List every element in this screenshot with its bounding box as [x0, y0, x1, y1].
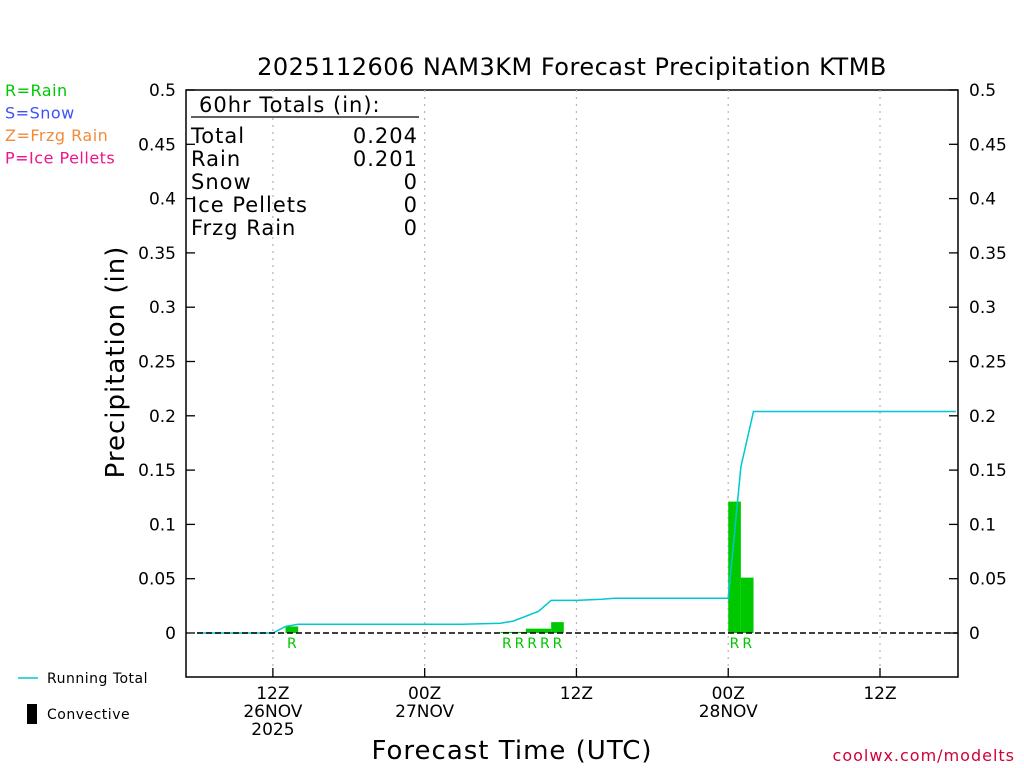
ptype-legend-item: Z=Frzg Rain — [5, 126, 108, 145]
x-tick-label: 28NOV — [699, 702, 758, 722]
y-tick-label: 0.3 — [149, 298, 176, 318]
series-legend: Running Total Convective — [18, 671, 148, 724]
ptype-label: R — [553, 636, 563, 652]
x-tick-label: 00Z — [408, 684, 441, 704]
totals-row-label: Rain — [191, 147, 241, 171]
totals-box: 60hr Totals (in): Total 0.204 Rain 0.201 Snow… — [190, 93, 419, 240]
totals-row-value: 0 — [404, 193, 418, 217]
ptype-legend-item: S=Snow — [5, 104, 75, 123]
y-tick-label: 0.05 — [138, 570, 176, 590]
x-tick-label: 00Z — [712, 684, 745, 704]
totals-row-label: Frzg Rain — [191, 216, 296, 240]
y-tick-label: 0.15 — [969, 461, 1007, 481]
y-tick-label: 0.35 — [138, 244, 176, 264]
ptype-label: R — [515, 636, 525, 652]
x-tick-label: 12Z — [256, 684, 289, 704]
credit-text: coolwx.com/modelts — [833, 746, 1015, 765]
rain-bar — [728, 501, 741, 633]
y-tick-label: 0.35 — [969, 244, 1007, 264]
grid-lines — [272, 90, 881, 677]
x-axis-label: Forecast Time (UTC) — [371, 736, 652, 766]
ptype-legend-item: R=Rain — [5, 81, 68, 100]
x-tick-label: 2025 — [251, 720, 294, 740]
y-tick-label: 0.45 — [969, 135, 1007, 155]
rain-bars — [285, 501, 754, 633]
rain-bar — [285, 626, 299, 633]
totals-header: 60hr Totals (in): — [199, 93, 381, 117]
ptype-label: R — [287, 636, 297, 652]
running-total-path — [197, 410, 956, 634]
y-tick-label: 0.15 — [138, 461, 176, 481]
totals-row-value: 0.201 — [353, 147, 418, 171]
y-tick-label: 0.3 — [969, 298, 996, 318]
x-tick-label: 27NOV — [395, 702, 454, 722]
ptype-legend-item: P=Ice Pellets — [5, 149, 115, 168]
series-legend-label: Running Total — [47, 671, 148, 687]
rain-bar — [525, 628, 539, 633]
y-tick-label: 0.45 — [138, 135, 176, 155]
y-tick-label: 0.25 — [138, 353, 176, 373]
rain-bar — [538, 628, 552, 633]
totals-row-value: 0 — [404, 170, 418, 194]
ptype-legend: R=Rain S=Snow Z=Frzg Rain P=Ice Pellets — [5, 81, 115, 168]
plot-frame — [185, 89, 959, 678]
ptype-label: R — [502, 636, 512, 652]
y-axis-label: Precipitation (in) — [101, 246, 131, 479]
ptype-label: R — [730, 636, 740, 652]
y-tick-label: 0.5 — [969, 81, 996, 101]
ptype-label: R — [527, 636, 537, 652]
totals-row-value: 0.204 — [353, 124, 418, 148]
totals-row-label: Snow — [191, 170, 252, 194]
y-axis-left: 0 0.05 0.1 0.15 0.2 0.25 0.3 0.35 0.4 0.45 0.5 — [138, 81, 195, 644]
chart-title: 2025112606 NAM3KM Forecast Precipitation… — [257, 53, 887, 81]
rain-bar — [551, 622, 564, 633]
rain-bar — [740, 577, 754, 633]
ptype-label: R — [540, 636, 550, 652]
totals-row-value: 0 — [404, 216, 418, 240]
totals-row-label: Ice Pellets — [191, 193, 308, 217]
y-axis-right: 0 0.05 0.1 0.15 0.2 0.25 0.3 0.35 0.4 0.45 0.5 — [949, 81, 1007, 644]
x-tick-label: 12Z — [560, 684, 593, 704]
convective-legend-icon — [27, 704, 37, 724]
y-tick-label: 0.4 — [969, 190, 996, 210]
x-tick-label: 26NOV — [243, 702, 302, 722]
x-tick-label: 12Z — [863, 684, 896, 704]
series-legend-label: Convective — [47, 707, 130, 723]
y-tick-label: 0.2 — [969, 407, 996, 427]
y-tick-label: 0.5 — [149, 81, 176, 101]
y-tick-label: 0.2 — [149, 407, 176, 427]
totals-row-label: Total — [190, 124, 245, 148]
y-tick-label: 0 — [165, 624, 176, 644]
y-tick-label: 0.1 — [969, 515, 996, 535]
running-total-line — [197, 410, 956, 634]
ptype-label: R — [742, 636, 752, 652]
y-tick-label: 0.4 — [149, 190, 176, 210]
y-tick-label: 0 — [969, 624, 980, 644]
y-tick-label: 0.05 — [969, 570, 1007, 590]
rain-bar — [513, 631, 526, 633]
y-tick-label: 0.1 — [149, 515, 176, 535]
y-tick-label: 0.25 — [969, 353, 1007, 373]
